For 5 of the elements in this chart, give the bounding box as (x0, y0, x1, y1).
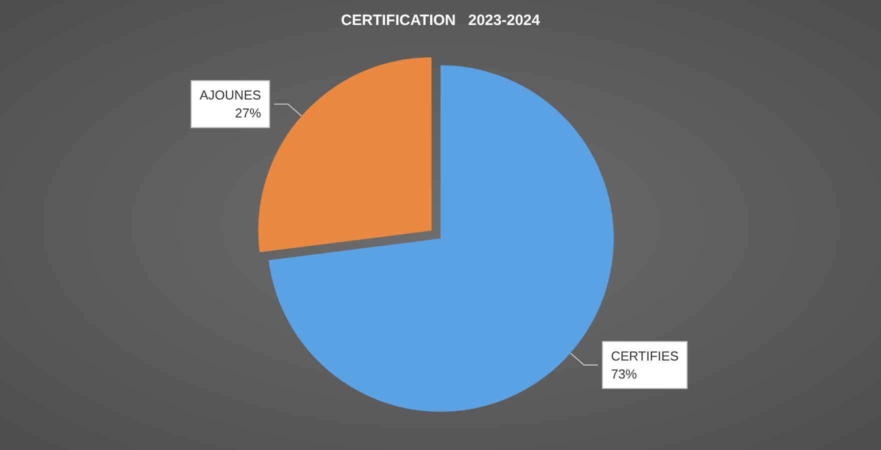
slice-label: CERTIFIES (610, 348, 679, 364)
data-label: 27% (235, 106, 262, 121)
chart-title: CERTIFICATION 2023-2024 (341, 12, 541, 29)
data-label: 73% (610, 366, 638, 382)
slice-label: AJOUNES (200, 88, 262, 103)
